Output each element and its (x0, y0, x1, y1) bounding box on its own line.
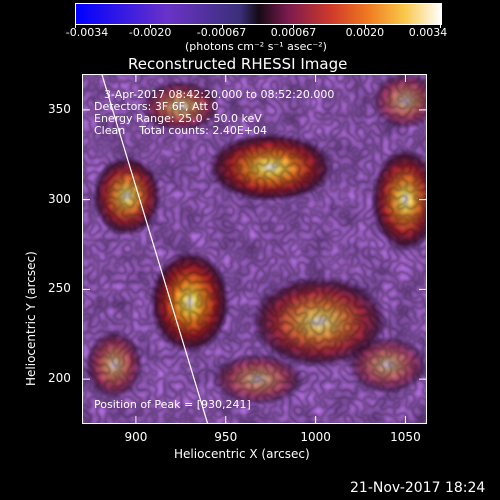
colorbar-tick-label: -0.00067 (196, 26, 247, 39)
x-tick-label: 950 (214, 430, 238, 444)
x-tick-label: 1000 (300, 430, 331, 444)
footer-timestamp: 21-Nov-2017 18:24 (350, 480, 486, 496)
colorbar-tick (364, 24, 366, 28)
y-tick-label: 300 (48, 191, 71, 206)
colorbar-tick-labels: -0.0034 -0.0020 -0.00067 0.00067 0.0020 0.003… (66, 26, 447, 40)
x-axis-label: Heliocentric X (arcsec) (174, 447, 310, 461)
colorbar (75, 3, 442, 25)
y-tick-label: 350 (48, 101, 71, 116)
annotation-energy-range: Energy Range: 25.0 - 50.0 keV (94, 112, 262, 125)
annotation-clean-counts: Clean Total counts: 2.40E+04 (94, 124, 268, 137)
plot-frame (82, 74, 427, 424)
y-tick-labels: 200 250 300 350 (0, 74, 80, 424)
axis-ticks (82, 74, 427, 424)
colorbar-tick (440, 24, 441, 28)
colorbar-tick-label: -0.0034 (65, 26, 109, 39)
solar-limb-line (101, 74, 209, 424)
y-tick-label: 200 (48, 371, 71, 386)
colorbar-tick-label: 0.0034 (408, 26, 448, 39)
y-axis-label: Heliocentric Y (arcsec) (24, 251, 38, 386)
colorbar-tick (75, 24, 76, 28)
colorbar-tick (150, 24, 152, 28)
annotation-peak-position: Position of Peak = [930,241] (94, 398, 251, 411)
colorbar-tick-label: -0.0020 (128, 26, 172, 39)
chart-title: Reconstructed RHESSI Image (128, 55, 348, 73)
heatmap-grain (82, 74, 427, 424)
y-tick-label: 250 (48, 281, 71, 296)
colorbar-tick (293, 24, 295, 28)
annotation-detectors: Detectors: 3F 6F, Att 0 (94, 100, 219, 113)
colorbar-label: (photons cm⁻² s⁻¹ asec⁻²) (185, 40, 327, 53)
x-tick-label: 1050 (390, 430, 421, 444)
heatmap-plot (82, 74, 427, 424)
x-tick-label: 900 (124, 430, 148, 444)
colorbar-tick-label: 0.00067 (270, 26, 317, 39)
colorbar-tick (221, 24, 223, 28)
annotation-time-range: 3-Apr-2017 08:42:20.000 to 08:52:20.000 (104, 88, 335, 101)
colorbar-tick-label: 0.0020 (345, 26, 385, 39)
colorbar-ticks (75, 24, 442, 28)
x-tick-labels: 900 950 1000 1050 (82, 430, 427, 444)
